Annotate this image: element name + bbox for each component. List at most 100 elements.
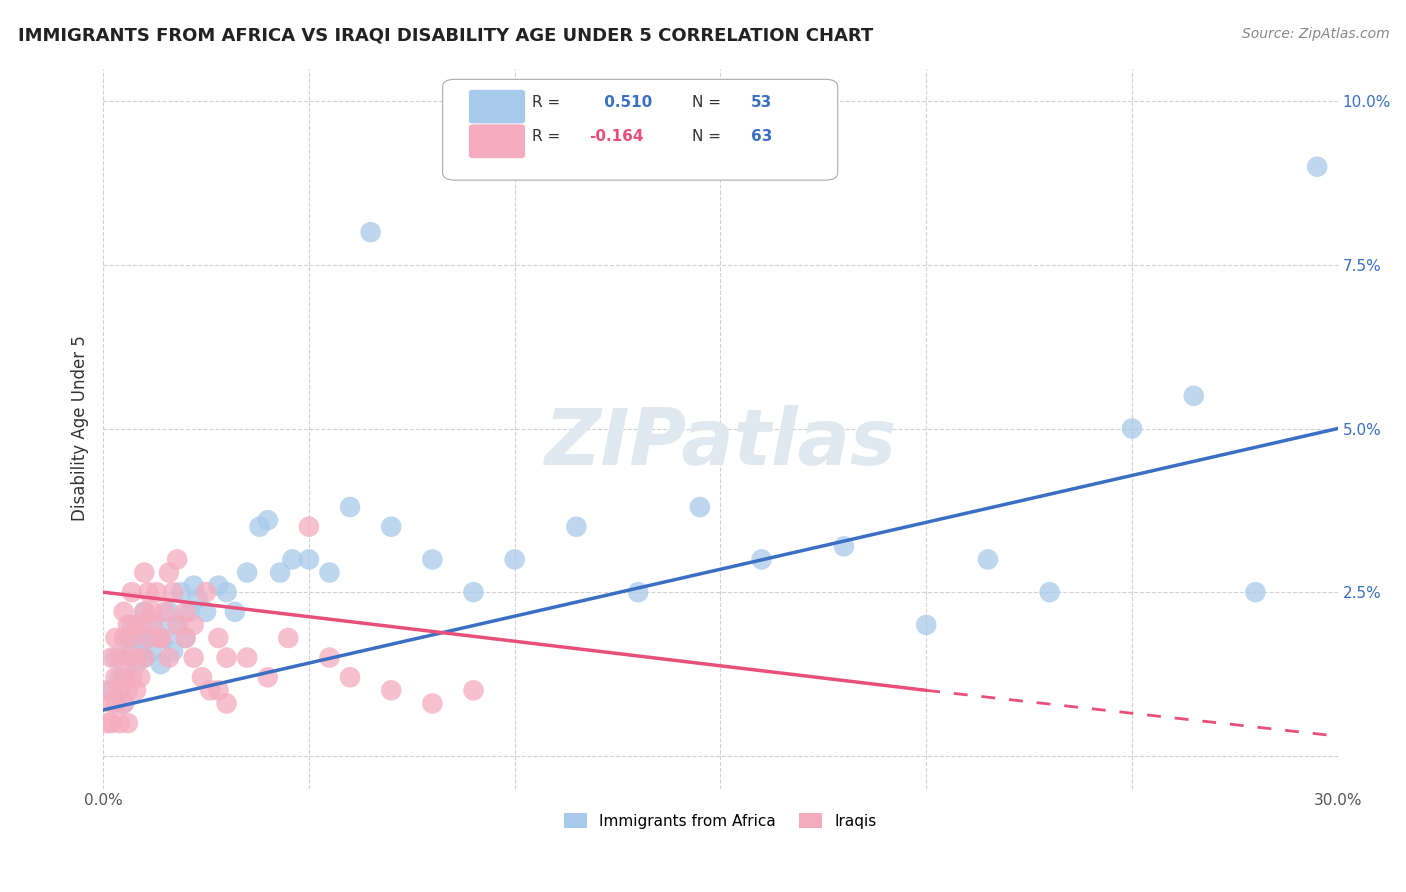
Point — [129, 631, 152, 645]
Point — [104, 631, 127, 645]
Point — [281, 552, 304, 566]
Point — [121, 631, 143, 645]
Point — [125, 650, 148, 665]
Point — [108, 716, 131, 731]
Point — [145, 585, 167, 599]
FancyBboxPatch shape — [443, 79, 838, 180]
Point — [141, 644, 163, 658]
FancyBboxPatch shape — [468, 89, 526, 124]
Point — [215, 650, 238, 665]
Point — [174, 631, 197, 645]
Point — [360, 225, 382, 239]
Point — [121, 670, 143, 684]
Text: 53: 53 — [751, 95, 772, 110]
Point — [832, 539, 855, 553]
Point — [174, 605, 197, 619]
FancyBboxPatch shape — [468, 124, 526, 159]
Point — [104, 650, 127, 665]
Point — [422, 552, 444, 566]
Point — [503, 552, 526, 566]
Point — [183, 579, 205, 593]
Point — [166, 618, 188, 632]
Point — [191, 670, 214, 684]
Point — [339, 500, 361, 514]
Text: 63: 63 — [751, 129, 773, 145]
Point — [249, 519, 271, 533]
Point — [104, 697, 127, 711]
Text: -0.164: -0.164 — [589, 129, 644, 145]
Point — [149, 631, 172, 645]
Point — [256, 670, 278, 684]
Point — [380, 683, 402, 698]
Point — [121, 585, 143, 599]
Point — [162, 585, 184, 599]
Point — [183, 618, 205, 632]
Point — [463, 683, 485, 698]
Point — [170, 585, 193, 599]
Point — [198, 683, 221, 698]
Point — [121, 618, 143, 632]
Point — [157, 650, 180, 665]
Point — [236, 566, 259, 580]
Legend: Immigrants from Africa, Iraqis: Immigrants from Africa, Iraqis — [558, 806, 883, 835]
Point — [117, 631, 139, 645]
Point — [134, 605, 156, 619]
Text: 0.510: 0.510 — [599, 95, 652, 110]
Point — [138, 585, 160, 599]
Point — [129, 670, 152, 684]
Text: Source: ZipAtlas.com: Source: ZipAtlas.com — [1241, 27, 1389, 41]
Point — [977, 552, 1000, 566]
Point — [751, 552, 773, 566]
Point — [463, 585, 485, 599]
Point — [112, 670, 135, 684]
Point — [117, 716, 139, 731]
Point — [1244, 585, 1267, 599]
Point — [195, 585, 218, 599]
Point — [134, 650, 156, 665]
Point — [318, 650, 340, 665]
Point — [149, 631, 172, 645]
Point — [215, 697, 238, 711]
Point — [112, 697, 135, 711]
Point — [153, 605, 176, 619]
Point — [380, 519, 402, 533]
Point — [298, 552, 321, 566]
Point — [157, 566, 180, 580]
Text: R =: R = — [531, 129, 565, 145]
Point — [145, 618, 167, 632]
Point — [108, 650, 131, 665]
Point — [149, 657, 172, 672]
Point — [207, 579, 229, 593]
Point — [298, 519, 321, 533]
Point — [1121, 421, 1143, 435]
Point — [138, 631, 160, 645]
Point — [100, 716, 122, 731]
Point — [1182, 389, 1205, 403]
Text: R =: R = — [531, 95, 565, 110]
Point — [565, 519, 588, 533]
Point — [104, 670, 127, 684]
Point — [138, 631, 160, 645]
Point — [1306, 160, 1329, 174]
Point — [277, 631, 299, 645]
Point — [207, 631, 229, 645]
Point — [166, 618, 188, 632]
Point — [627, 585, 650, 599]
Point — [125, 618, 148, 632]
Point — [187, 591, 209, 606]
Point — [100, 697, 122, 711]
Point — [179, 605, 201, 619]
Point — [224, 605, 246, 619]
Point — [915, 618, 938, 632]
Point — [195, 605, 218, 619]
Point — [339, 670, 361, 684]
Point — [1039, 585, 1062, 599]
Point — [236, 650, 259, 665]
Point — [125, 683, 148, 698]
Point — [207, 683, 229, 698]
Text: ZIPatlas: ZIPatlas — [544, 405, 897, 481]
Text: N =: N = — [692, 95, 725, 110]
Point — [422, 697, 444, 711]
Point — [108, 670, 131, 684]
Point — [108, 683, 131, 698]
